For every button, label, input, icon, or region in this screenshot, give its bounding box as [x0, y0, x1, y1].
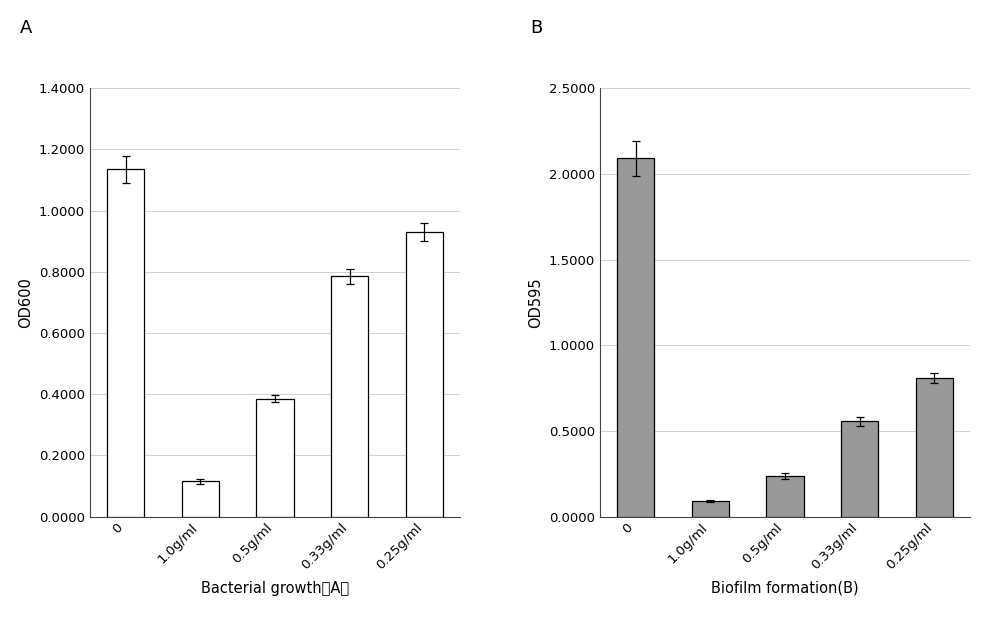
Bar	[766, 476, 804, 517]
Y-axis label: OD595: OD595	[528, 277, 543, 328]
Bar	[692, 501, 729, 517]
Bar	[406, 232, 443, 517]
Bar	[182, 481, 219, 517]
Y-axis label: OD600: OD600	[18, 277, 33, 328]
Bar	[331, 277, 368, 517]
Bar	[256, 399, 294, 517]
Bar	[107, 169, 144, 517]
X-axis label: Biofilm formation(B): Biofilm formation(B)	[711, 581, 859, 596]
Text: A: A	[20, 19, 32, 37]
X-axis label: Bacterial growth（A）: Bacterial growth（A）	[201, 581, 349, 596]
Bar	[841, 421, 878, 517]
Bar	[916, 378, 953, 517]
Text: B: B	[530, 19, 542, 37]
Bar	[617, 159, 654, 517]
